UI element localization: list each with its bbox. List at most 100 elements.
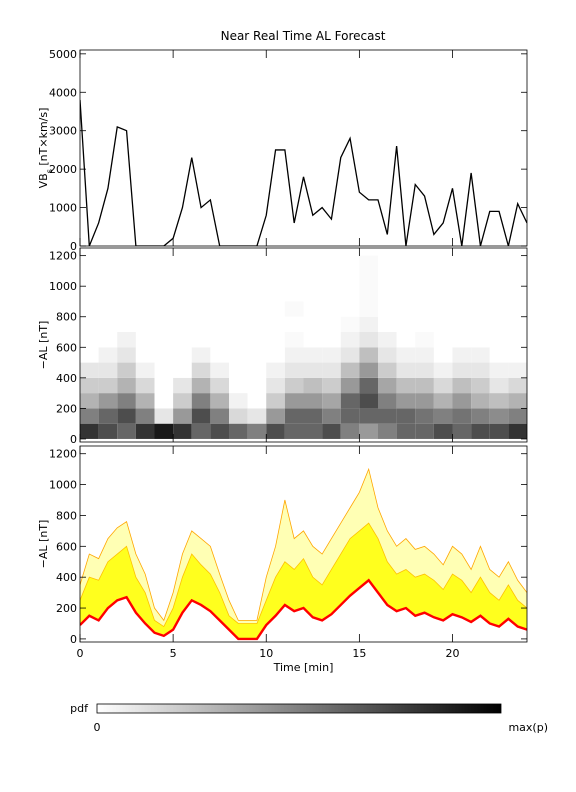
heat-cell (489, 316, 509, 333)
heat-cell (98, 393, 118, 409)
panel: 0 200 400 600 800 1000 1200 −AL [nT] (37, 247, 528, 446)
heat-cell (489, 423, 509, 439)
heat-cell (229, 332, 248, 348)
heat-cell (173, 286, 192, 302)
heat-cell (117, 270, 136, 287)
heat-cell (359, 301, 378, 317)
plot-area (80, 99, 527, 246)
y-tick-label: 4000 (49, 86, 77, 99)
heat-cell (229, 377, 248, 394)
heat-cell (135, 393, 155, 409)
heat-cell (154, 423, 174, 439)
heat-cell (284, 347, 304, 363)
heat-cell (80, 316, 99, 333)
y-axis-label-part: [nT×km/s] (37, 108, 50, 170)
heat-cell (154, 255, 174, 271)
heat-cell (117, 393, 136, 409)
heat-cell (229, 408, 248, 424)
heat-cell (80, 255, 99, 271)
y-tick-label: 400 (56, 571, 77, 584)
heat-cell (303, 255, 323, 271)
heat-cell (452, 393, 472, 409)
heat-cell (80, 286, 99, 302)
heat-cell (396, 270, 416, 287)
heat-cell (266, 332, 285, 348)
heat-cell (135, 423, 155, 439)
heat-cell (266, 301, 285, 317)
plot-area (80, 467, 527, 641)
heat-cell (452, 270, 472, 287)
heat-cell (489, 270, 509, 287)
heat-cell (80, 301, 99, 317)
heat-cell (303, 423, 323, 439)
colorbar-label: pdf (70, 702, 89, 715)
heat-cell (508, 332, 527, 348)
heat-cell (191, 423, 211, 439)
heat-cell (359, 362, 378, 378)
heat-cell (229, 301, 248, 317)
heat-cell (396, 408, 416, 424)
heat-cell (117, 255, 136, 271)
heat-cell (173, 270, 192, 287)
heat-cell (340, 423, 360, 439)
heat-cell (98, 316, 118, 333)
heat-cell (489, 377, 509, 394)
heat-cell (154, 362, 174, 378)
heat-cell (340, 332, 360, 348)
y-tick-label: 0 (70, 240, 77, 253)
heat-cell (154, 270, 174, 287)
heat-cell (359, 423, 378, 439)
y-axis-label-part: VB (37, 173, 50, 188)
heat-cell (433, 286, 453, 302)
heat-cell (471, 255, 490, 271)
heat-cell (229, 270, 248, 287)
heat-cell (266, 377, 285, 394)
heat-cell (303, 270, 323, 287)
heat-cell (452, 377, 472, 394)
heat-cell (210, 377, 229, 394)
heat-cell (135, 316, 155, 333)
heat-cell (452, 423, 472, 439)
heat-cell (266, 408, 285, 424)
heat-cell (322, 408, 341, 424)
heat-cell (229, 316, 248, 333)
heat-cell (433, 316, 453, 333)
y-tick-label: 0 (70, 633, 77, 646)
heat-cell (173, 408, 192, 424)
heat-cell (80, 377, 99, 394)
heat-cell (266, 393, 285, 409)
heat-cell (284, 270, 304, 287)
y-tick-label: 600 (56, 540, 77, 553)
heat-cell (266, 362, 285, 378)
heat-cell (117, 332, 136, 348)
heat-cell (396, 393, 416, 409)
heat-cell (303, 301, 323, 317)
heat-cell (173, 301, 192, 317)
heat-cell (378, 423, 397, 439)
heat-cell (154, 347, 174, 363)
heat-cell (471, 377, 490, 394)
heat-cell (191, 393, 211, 409)
heat-cell (135, 286, 155, 302)
panel: 0 200 400 600 800 1000 1200 0 5 10 15 20 −AL [nT] Tim… (37, 445, 528, 674)
heat-cell (191, 301, 211, 317)
heat-cell (191, 255, 211, 271)
heat-cell (452, 255, 472, 271)
heat-cell (452, 332, 472, 348)
heat-cell (433, 423, 453, 439)
heat-cell (80, 332, 99, 348)
heat-cell (303, 393, 323, 409)
heat-cell (154, 332, 174, 348)
frame (79, 49, 528, 247)
heat-cell (415, 393, 434, 409)
heat-cell (210, 362, 229, 378)
heat-cell (284, 377, 304, 394)
heat-cell (508, 347, 527, 363)
heat-cell (154, 393, 174, 409)
heat-cell (340, 255, 360, 271)
heat-cell (266, 347, 285, 363)
heat-cell (210, 301, 229, 317)
heat-cell (210, 347, 229, 363)
heat-cell (378, 393, 397, 409)
y-tick-label: 400 (56, 372, 77, 385)
